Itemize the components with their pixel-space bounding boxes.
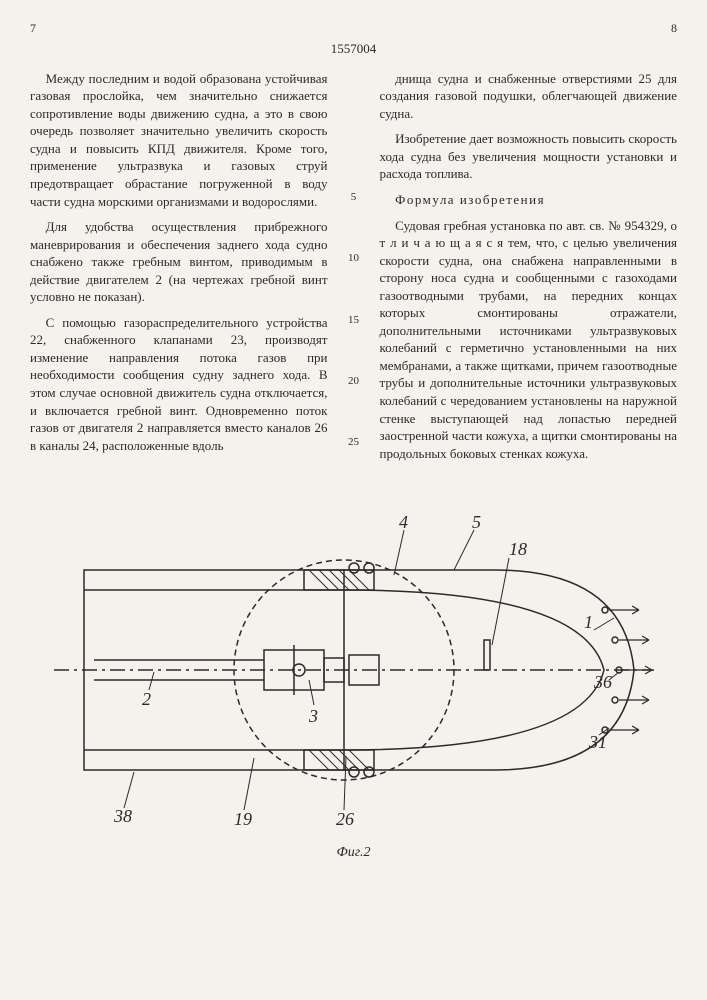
line-num: 5 — [351, 190, 357, 205]
fig-label-18: 18 — [509, 539, 527, 559]
doc-number: 1557004 — [30, 40, 677, 58]
fig-label-1: 1 — [584, 612, 593, 632]
figure-2: 4 5 18 1 36 31 2 3 19 26 38 Фиг.2 — [30, 500, 677, 863]
line-num: 20 — [348, 374, 359, 389]
fig-label-31: 31 — [588, 732, 607, 752]
line-num: 10 — [348, 251, 359, 266]
left-column: Между последним и водой образована устой… — [30, 70, 328, 470]
fig-label-2: 2 — [142, 689, 151, 709]
fig-label-38: 38 — [113, 806, 132, 826]
fig-label-3: 3 — [308, 706, 318, 726]
para: Изобретение дает возможность повысить ск… — [380, 130, 678, 183]
para: Судовая гребная установка по авт. св. № … — [380, 217, 678, 463]
para: Для удобства осуществления прибрежного м… — [30, 218, 328, 306]
line-num: 25 — [348, 435, 359, 450]
fig-label-36: 36 — [593, 672, 612, 692]
fig-label-26: 26 — [336, 809, 354, 829]
figure-svg: 4 5 18 1 36 31 2 3 19 26 38 — [54, 500, 654, 840]
fig-label-5: 5 — [472, 512, 481, 532]
right-column: днища судна и снабженные отверстиями 25 … — [380, 70, 678, 470]
para: С помощью газораспределительного устройс… — [30, 314, 328, 454]
line-numbers: 5 10 15 20 25 — [346, 70, 362, 470]
figure-caption: Фиг.2 — [30, 844, 677, 863]
fig-label-4: 4 — [399, 512, 408, 532]
formula-title: Формула изобретения — [380, 191, 678, 209]
page-number-left: 7 — [30, 20, 36, 36]
para: днища судна и снабженные отверстиями 25 … — [380, 70, 678, 123]
line-num: 15 — [348, 313, 359, 328]
page-number-right: 8 — [671, 20, 677, 36]
fig-label-19: 19 — [234, 809, 252, 829]
para: Между последним и водой образована устой… — [30, 70, 328, 210]
